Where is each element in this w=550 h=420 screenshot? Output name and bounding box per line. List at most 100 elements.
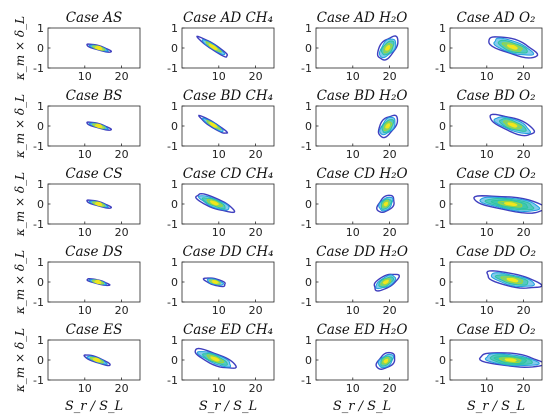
y-tick-label: 1 xyxy=(439,334,446,347)
axes-box xyxy=(181,27,275,69)
y-tick-label: -1 xyxy=(167,62,178,75)
y-tick-label: 0 xyxy=(37,120,44,133)
y-tick-label: -1 xyxy=(33,218,44,231)
contour-peak xyxy=(384,359,388,363)
y-tick-label: 1 xyxy=(37,178,44,191)
x-tick-label: 10 xyxy=(480,382,494,395)
x-tick-label: 20 xyxy=(383,382,397,395)
y-tick-label: 0 xyxy=(305,354,312,367)
contour-level-1 xyxy=(194,347,237,369)
x-tick-label: 10 xyxy=(212,226,226,239)
contour-peak xyxy=(96,46,102,50)
x-tick-label: 10 xyxy=(480,226,494,239)
contour-level-1 xyxy=(473,195,542,214)
contour-group xyxy=(83,354,111,367)
x-tick-label: 20 xyxy=(115,226,129,239)
axes-box xyxy=(449,105,543,147)
y-tick-label: 0 xyxy=(305,120,312,133)
y-tick-label: -1 xyxy=(167,218,178,231)
y-tick-label: 1 xyxy=(439,178,446,191)
contour-level-1 xyxy=(489,113,536,137)
x-tick-label: 20 xyxy=(383,226,397,239)
contour-peak xyxy=(210,123,216,127)
x-tick-label: 20 xyxy=(249,382,263,395)
y-tick-label: 0 xyxy=(171,354,178,367)
axes-box xyxy=(181,105,275,147)
x-axis-label: S_r / S_L xyxy=(199,399,257,414)
x-tick-label: 10 xyxy=(78,226,92,239)
x-tick-label: 20 xyxy=(517,226,531,239)
y-tick-label: 0 xyxy=(171,120,178,133)
subplot-title: Case BD H₂O xyxy=(317,88,408,104)
x-tick-label: 20 xyxy=(115,382,129,395)
x-tick-label: 10 xyxy=(346,70,360,83)
x-tick-label: 10 xyxy=(480,70,494,83)
y-tick-label: 1 xyxy=(171,256,178,269)
y-tick-label: -1 xyxy=(167,374,178,387)
contour-peak xyxy=(213,280,218,284)
y-tick-label: 0 xyxy=(171,42,178,55)
y-tick-label: -1 xyxy=(33,296,44,309)
y-tick-label: -1 xyxy=(301,374,312,387)
y-tick-label: 0 xyxy=(37,198,44,211)
contour-peak xyxy=(507,278,518,282)
y-tick-label: 0 xyxy=(305,198,312,211)
contour-level-1 xyxy=(488,36,539,59)
x-tick-label: 10 xyxy=(346,148,360,161)
y-tick-label: -1 xyxy=(301,62,312,75)
y-axis-label: κ_m × δ_L xyxy=(13,250,27,315)
contour-peak xyxy=(504,358,517,362)
y-tick-label: 0 xyxy=(439,42,446,55)
contour-level-1 xyxy=(373,273,401,292)
contour-level-1 xyxy=(198,114,229,134)
y-tick-label: 1 xyxy=(171,178,178,191)
x-tick-label: 20 xyxy=(517,304,531,317)
contour-level-1 xyxy=(376,194,395,214)
x-tick-label: 20 xyxy=(249,226,263,239)
contour-peak xyxy=(95,280,101,284)
contour-group xyxy=(194,347,237,369)
contour-level-1 xyxy=(486,270,542,289)
contour-group xyxy=(473,195,542,214)
x-tick-label: 10 xyxy=(78,382,92,395)
x-tick-label: 20 xyxy=(249,148,263,161)
y-tick-label: 1 xyxy=(305,178,312,191)
subplot-title: Case CD H₂O xyxy=(316,166,407,182)
subplot-title: Case DD H₂O xyxy=(316,244,408,260)
y-tick-label: 1 xyxy=(37,334,44,347)
y-tick-label: 0 xyxy=(305,42,312,55)
axes-box xyxy=(181,261,275,303)
contour-group xyxy=(86,278,111,287)
subplot-title: Case BD CH₄ xyxy=(183,88,273,104)
contour-group xyxy=(376,194,395,214)
y-tick-label: -1 xyxy=(33,62,44,75)
x-tick-label: 10 xyxy=(212,382,226,395)
subplot-title: Case ED CH₄ xyxy=(183,322,273,338)
contour-group xyxy=(86,199,113,209)
subplot-title: Case AS xyxy=(66,10,123,26)
x-tick-label: 10 xyxy=(346,226,360,239)
contour-peak xyxy=(96,124,102,128)
y-tick-label: 0 xyxy=(37,42,44,55)
y-tick-label: 0 xyxy=(37,354,44,367)
contour-group xyxy=(202,277,226,288)
contour-group xyxy=(489,113,536,137)
subplot-title: Case AD CH₄ xyxy=(183,10,273,26)
y-tick-label: 0 xyxy=(171,276,178,289)
x-tick-label: 20 xyxy=(249,70,263,83)
y-tick-label: 1 xyxy=(37,100,44,113)
x-axis-label: S_r / S_L xyxy=(467,399,525,414)
x-tick-label: 20 xyxy=(383,148,397,161)
contour-level-1 xyxy=(377,114,399,139)
x-tick-label: 10 xyxy=(480,304,494,317)
contour-peak xyxy=(507,44,518,50)
x-tick-label: 10 xyxy=(212,70,226,83)
contour-group xyxy=(86,121,113,131)
subplot-title: Case DS xyxy=(65,244,123,260)
